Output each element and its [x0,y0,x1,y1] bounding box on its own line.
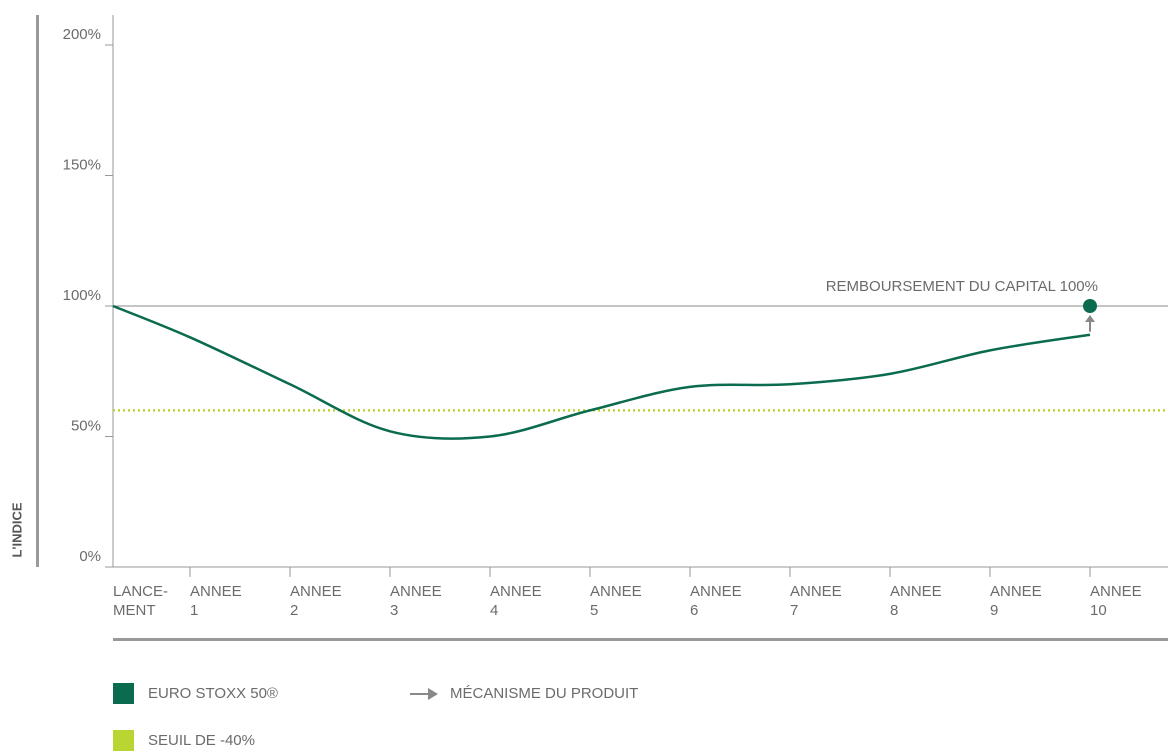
annotation-text: REMBOURSEMENT DU CAPITAL 100% [826,278,1098,295]
legend-arrowhead [428,688,438,700]
x-tick-label: 10 [1090,602,1107,619]
x-tick-label: ANNEE [590,583,642,600]
x-tick-label: MENT [113,602,156,619]
x-tick-label: ANNEE [1090,583,1142,600]
x-tick-label: 1 [190,602,198,619]
y-label-bar [36,15,39,567]
mechanism-arrowhead [1085,315,1095,322]
y-axis-label: L'INDICE [9,502,24,557]
x-tick-label: LANCE- [113,583,168,600]
x-tick-label: ANNEE [690,583,742,600]
x-tick-label: ANNEE [490,583,542,600]
x-tick-label: ANNEE [790,583,842,600]
y-tick-label: 50% [71,417,101,434]
x-tick-label: ANNEE [390,583,442,600]
annotation-point [1083,299,1097,313]
x-tick-label: ANNEE [990,583,1042,600]
x-tick-label: 4 [490,602,498,619]
x-tick-label: 6 [690,602,698,619]
legend-label: SEUIL DE -40% [148,732,255,749]
x-tick-label: ANNEE [890,583,942,600]
y-tick-label: 100% [63,287,101,304]
x-tick-label: 7 [790,602,798,619]
series-line [112,304,1091,440]
legend-label: MÉCANISME DU PRODUIT [450,685,638,702]
y-tick-label: 200% [63,26,101,43]
x-tick-label: 9 [990,602,998,619]
legend-label: EURO STOXX 50® [148,685,278,702]
x-tick-label: ANNEE [290,583,342,600]
x-tick-label: 8 [890,602,898,619]
x-tick-label: 2 [290,602,298,619]
y-tick-label: 150% [63,156,101,173]
legend-swatch [113,730,134,751]
footer-rule [113,638,1168,641]
x-tick-label: 3 [390,602,398,619]
x-tick-label: ANNEE [190,583,242,600]
x-tick-label: 5 [590,602,598,619]
legend-swatch [113,683,134,704]
y-tick-label: 0% [79,548,101,565]
